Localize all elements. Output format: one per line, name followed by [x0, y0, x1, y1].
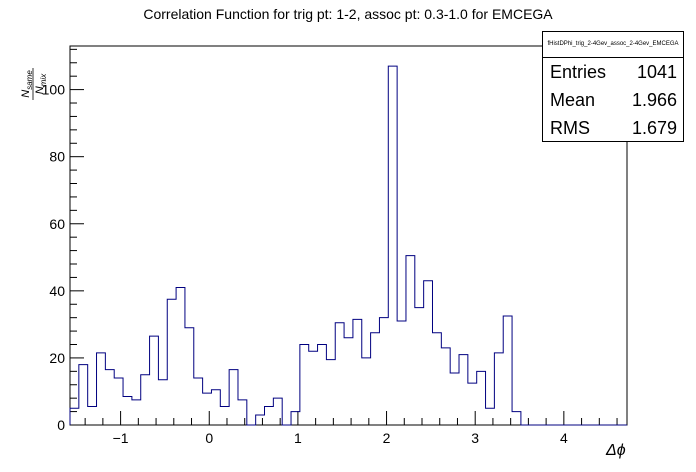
stats-row-mean: Mean 1.966: [543, 86, 683, 114]
x-tick-label: 1: [294, 430, 302, 446]
stats-value: 1.966: [631, 90, 677, 110]
y-tick-label: 100: [42, 82, 66, 98]
y-tick-label: 60: [49, 216, 65, 232]
plot-frame: [69, 45, 628, 426]
stats-label: RMS: [550, 118, 590, 138]
x-tick-label: 4: [560, 430, 568, 446]
stats-row-rms: RMS 1.679: [543, 114, 683, 142]
y-tick-label: 0: [57, 417, 65, 433]
y-tick-label: 80: [49, 149, 65, 165]
stats-value: 1041: [636, 62, 677, 82]
histogram-line: [69, 65, 627, 426]
stats-histogram-name: fHistDPhi_trig_2-4Gev_assoc_2-4Gev_EMCEG…: [543, 32, 683, 58]
y-axis-label: Nsame Nmix: [20, 68, 48, 100]
y-tick-label: 40: [49, 283, 65, 299]
stats-box: fHistDPhi_trig_2-4Gev_assoc_2-4Gev_EMCEG…: [542, 31, 684, 142]
stats-row-entries: Entries 1041: [543, 58, 683, 86]
chart-title: Correlation Function for trig pt: 1-2, a…: [143, 6, 553, 22]
x-axis: −1 0 1 2 3 4: [84, 411, 618, 446]
y-axis: 0 20 40 60 80 100: [42, 48, 84, 433]
x-tick-label: 3: [471, 430, 479, 446]
y-label-denominator: Nmix: [34, 73, 48, 94]
stats-label: Mean: [550, 90, 596, 110]
stats-value: 1.679: [631, 118, 677, 138]
x-tick-label: 0: [205, 430, 213, 446]
stats-label: Entries: [550, 62, 607, 82]
y-label-numerator: Nsame: [20, 70, 34, 98]
y-tick-label: 20: [49, 350, 65, 366]
x-tick-label: 2: [383, 430, 391, 446]
x-axis-label: Δϕ: [606, 442, 626, 459]
x-tick-label: −1: [113, 430, 129, 446]
